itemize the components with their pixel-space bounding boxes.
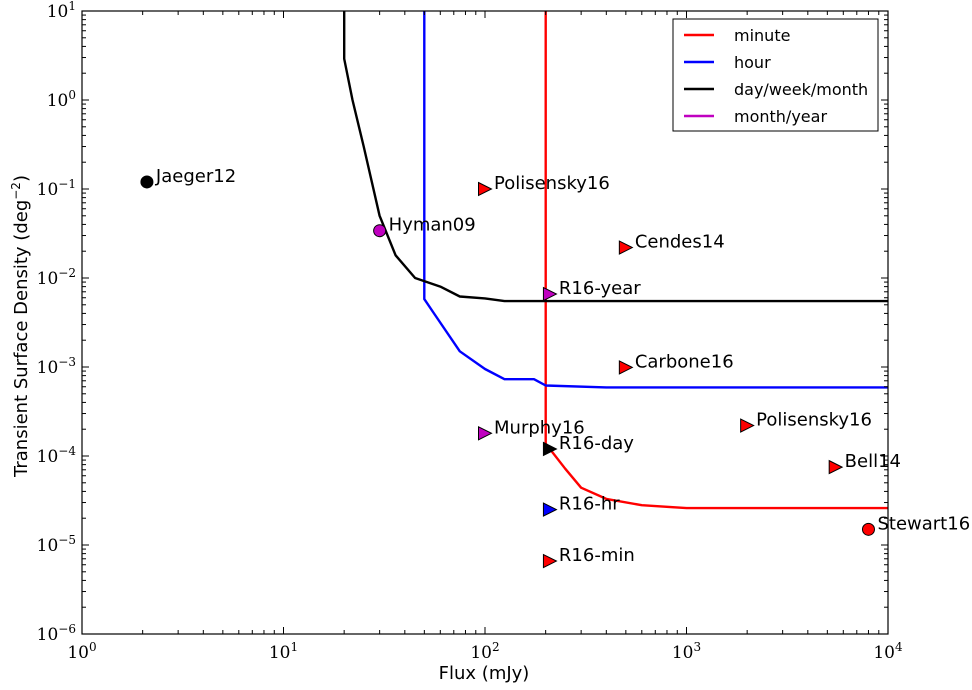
data-point-label: Stewart16 [877, 513, 970, 534]
data-point-label: Carbone16 [635, 351, 734, 372]
y-tick-label: 10−1 [37, 177, 76, 200]
data-point-label: Hyman09 [389, 215, 476, 236]
x-tick-label: 102 [470, 640, 499, 663]
data-point-marker [542, 553, 558, 569]
data-point-label: R16-min [559, 545, 635, 566]
series-line-day-week-month [343, 11, 888, 303]
legend-label: minute [734, 26, 790, 45]
data-point-marker [140, 175, 154, 189]
y-tick-label: 101 [47, 0, 76, 22]
x-tick-label: 101 [269, 640, 298, 663]
y-tick-label: 10−3 [37, 355, 76, 378]
y-axis-label: Transient Surface Density (deg−2) [9, 175, 32, 478]
data-point-marker [740, 418, 755, 433]
data-point-marker [828, 459, 844, 475]
data-point-label: Polisensky16 [756, 410, 872, 431]
legend-box [672, 18, 879, 132]
data-point-label: Jaeger12 [155, 166, 236, 187]
series-line-hour [423, 11, 888, 389]
x-axis: 100 101 102 103 104 [67, 11, 903, 663]
data-point-label: Murphy16 [494, 417, 585, 438]
y-axis: 10−6 10−5 10−4 10−3 10−2 10−1 100 101 [37, 0, 888, 645]
legend-label: day/week/month [734, 80, 868, 99]
y-tick-label: 10−4 [37, 444, 77, 467]
data-point-label: Cendes14 [635, 232, 725, 253]
data-point-label: Bell14 [845, 451, 901, 472]
y-tick-label: 10−5 [37, 533, 76, 556]
data-points: Jaeger12 Hyman09 Polisensky16 Cendes14 R16-y… [140, 166, 970, 569]
data-point-label: R16-hr [559, 494, 620, 515]
legend: minute hour day/week/month month/year [672, 18, 879, 132]
data-point-marker [478, 425, 493, 441]
x-axis-label: Flux (mJy) [439, 663, 530, 684]
data-point-label: Polisensky16 [494, 173, 610, 194]
y-tick-label: 10−2 [37, 266, 76, 289]
data-point-marker [618, 360, 634, 375]
legend-label: month/year [734, 107, 827, 126]
legend-label: hour [734, 53, 771, 72]
data-point-marker [542, 441, 558, 457]
data-point-marker [618, 240, 634, 255]
y-tick-label: 10−6 [37, 622, 76, 645]
x-tick-label: 104 [873, 640, 903, 663]
data-point-marker [861, 522, 875, 536]
data-point-label: R16-day [559, 433, 634, 454]
x-tick-label: 103 [672, 640, 701, 663]
data-point-marker [542, 286, 558, 302]
data-point-marker [542, 502, 558, 517]
x-tick-label: 100 [67, 640, 96, 663]
data-point-marker [478, 181, 493, 197]
y-tick-label: 100 [47, 88, 76, 111]
data-point-marker [373, 224, 387, 238]
data-point-label: R16-year [559, 278, 641, 299]
